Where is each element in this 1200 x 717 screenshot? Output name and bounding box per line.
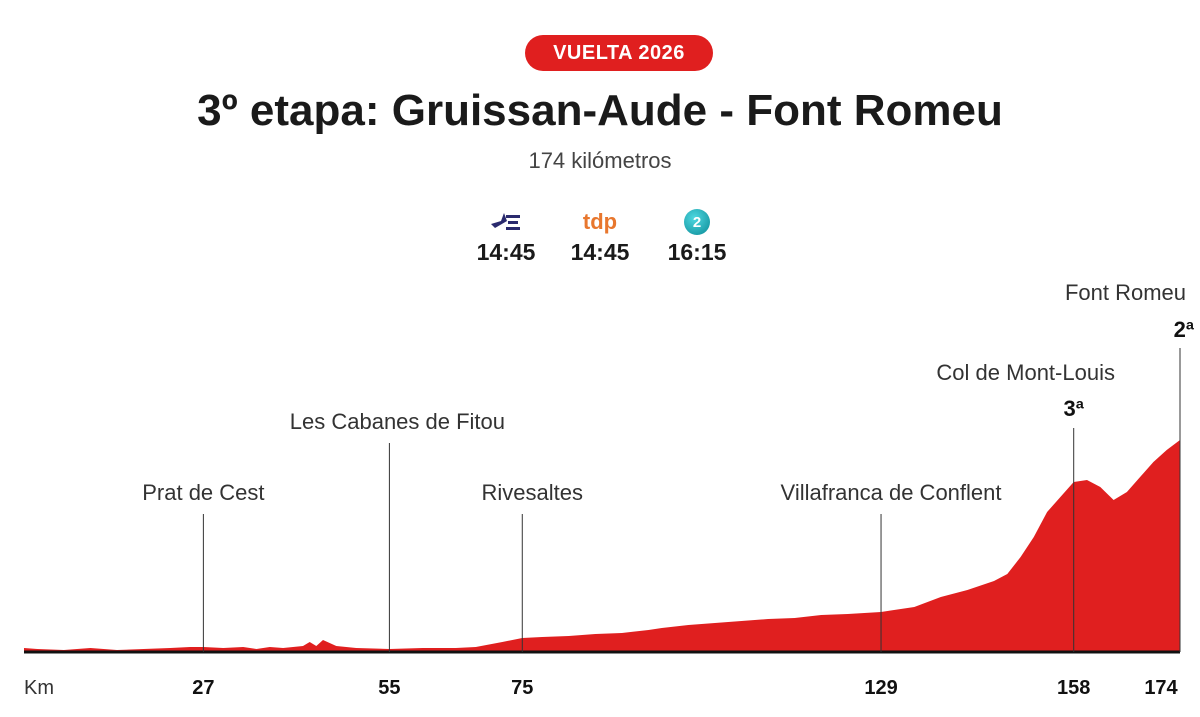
page-title: 3º etapa: Gruissan-Aude - Font Romeu [197,86,1003,135]
place-label: Villafranca de Conflent [781,480,1002,505]
broadcaster-eurosport: 14:45 [461,205,551,266]
place-label: Les Cabanes de Fitou [290,409,505,434]
x-tick-label: 174 [1144,677,1178,699]
race-badge: VUELTA 2026 [525,35,713,71]
la2-logo-icon: 2 [684,209,710,235]
broadcaster-la2: 2 16:15 [652,205,742,266]
x-axis-label: Km [24,677,54,699]
x-tick-label: 129 [864,677,897,699]
stage-distance: 174 kilómetros [528,148,672,173]
tdp-logo-icon: tdp [582,209,618,234]
place-label: Prat de Cest [142,480,264,505]
climb-category-label: 2ª [1174,317,1195,342]
place-label: Rivesaltes [482,480,583,505]
x-tick-label: 75 [511,677,533,699]
broadcaster-tdp: tdp 14:45 [555,205,645,266]
broadcast-time: 16:15 [667,239,727,265]
broadcast-time: 14:45 [476,239,536,265]
elevation-area [24,440,1180,652]
place-label: Font Romeu [1065,280,1186,305]
climb-category-label: 3ª [1064,396,1085,421]
place-label: Col de Mont-Louis [936,360,1115,385]
eurosport-logo-icon [461,205,551,239]
x-tick-label: 27 [192,677,214,699]
broadcast-time: 14:45 [570,239,630,265]
x-tick-label: 158 [1057,677,1090,699]
x-tick-label: 55 [378,677,400,699]
